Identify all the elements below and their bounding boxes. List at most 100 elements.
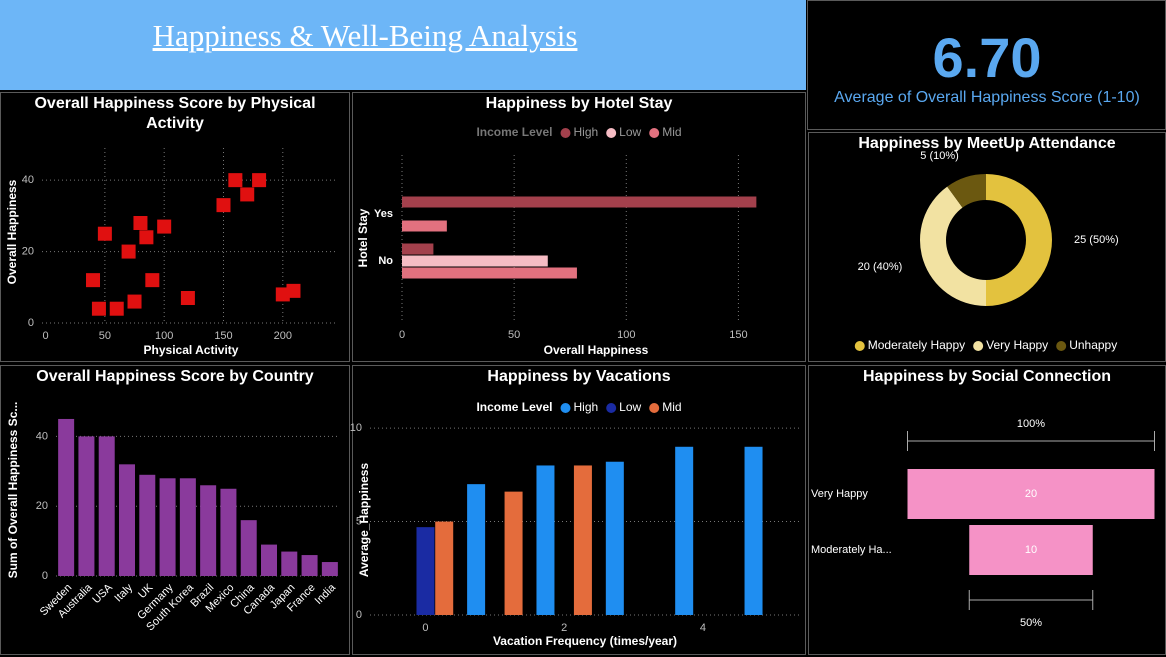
data-label: 5 (10%) bbox=[920, 150, 959, 162]
funnel-bottom-label: 50% bbox=[1020, 617, 1042, 629]
category-label: Moderately Ha... bbox=[811, 544, 892, 556]
legend-label: Low bbox=[619, 125, 641, 139]
legend-title: Income Level bbox=[476, 400, 552, 414]
donut-slice bbox=[947, 174, 986, 208]
scatter-point bbox=[145, 273, 160, 288]
scatter-point bbox=[180, 291, 195, 305]
scatter-point bbox=[240, 187, 255, 202]
y-tick-label: 40 bbox=[22, 174, 34, 186]
x-tick-label: 50 bbox=[508, 329, 520, 341]
x-tick-label: 0 bbox=[42, 330, 48, 342]
x-axis-title: Vacation Frequency (times/year) bbox=[493, 634, 677, 648]
data-label: 25 (50%) bbox=[1074, 234, 1119, 246]
legend-swatch bbox=[973, 341, 984, 351]
panel-title: Happiness by Hotel Stay bbox=[485, 95, 673, 112]
panel-title: Happiness by MeetUp Attendance bbox=[858, 135, 1116, 152]
bar bbox=[179, 478, 196, 576]
scatter-point bbox=[286, 283, 301, 298]
x-tick-label: 0 bbox=[399, 329, 405, 341]
bar bbox=[321, 562, 338, 576]
data-label: 20 (40%) bbox=[858, 261, 903, 273]
scatter-point bbox=[228, 173, 243, 188]
y-tick-label: 0 bbox=[42, 570, 48, 582]
x-tick-label: 150 bbox=[214, 330, 232, 342]
bar bbox=[139, 474, 156, 576]
panel-title: Happiness by Vacations bbox=[487, 368, 671, 385]
bar bbox=[435, 521, 454, 615]
category-label: Very Happy bbox=[811, 488, 868, 500]
header-banner bbox=[0, 0, 806, 90]
x-tick-label: 4 bbox=[700, 622, 706, 634]
scatter-point bbox=[133, 216, 148, 230]
panel-title: Happiness by Social Connection bbox=[862, 368, 1112, 385]
scatter-point bbox=[86, 273, 101, 288]
bar bbox=[119, 464, 135, 576]
x-tick-label: 100 bbox=[617, 329, 635, 341]
x-tick-label: 0 bbox=[422, 622, 428, 634]
kpi-label: Average of Overall Happiness Score (1-10… bbox=[834, 89, 1140, 106]
y-tick-label: 20 bbox=[22, 245, 34, 257]
y-axis-title: Overall Happiness bbox=[5, 179, 19, 284]
scatter-point bbox=[139, 230, 154, 245]
x-tick-label: 2 bbox=[561, 622, 567, 634]
legend-label: Mid bbox=[662, 400, 681, 414]
y-axis-title: Sum of Overall Happiness Sc... bbox=[6, 402, 20, 579]
bar bbox=[301, 555, 318, 576]
legend-swatch bbox=[649, 128, 660, 138]
legend-label: High bbox=[573, 125, 598, 139]
scatter-point bbox=[157, 219, 172, 234]
y-tick-label: 0 bbox=[356, 609, 362, 621]
bar bbox=[402, 220, 447, 232]
bar bbox=[467, 484, 486, 615]
legend-swatch bbox=[560, 403, 571, 413]
bar bbox=[220, 488, 237, 576]
legend-swatch bbox=[606, 128, 617, 138]
bar bbox=[402, 267, 577, 279]
bar bbox=[58, 418, 75, 576]
legend-label: Low bbox=[619, 400, 641, 414]
legend-swatch bbox=[854, 341, 865, 351]
legend-swatch bbox=[606, 403, 617, 413]
y-tick-label: 40 bbox=[36, 430, 48, 442]
category-label: No bbox=[378, 255, 393, 267]
bar bbox=[402, 255, 548, 267]
scatter-point bbox=[216, 198, 231, 213]
legend: Moderately Happy Very Happy Unhappy bbox=[854, 338, 1117, 352]
donut-slice bbox=[920, 186, 986, 306]
y-axis-title: Average_Happiness bbox=[357, 463, 371, 578]
y-tick-label: 5 bbox=[356, 515, 362, 527]
bar bbox=[159, 478, 176, 576]
bar bbox=[200, 485, 217, 576]
scatter-point bbox=[127, 294, 142, 309]
scatter-point bbox=[252, 173, 267, 188]
bar bbox=[240, 520, 257, 576]
scatter-point bbox=[91, 301, 106, 316]
kpi-value: 6.70 bbox=[932, 26, 1042, 89]
bar bbox=[536, 465, 555, 615]
funnel-bar bbox=[907, 469, 1155, 519]
legend-label: Moderately Happy bbox=[868, 338, 965, 352]
legend-swatch bbox=[649, 403, 660, 413]
bar bbox=[416, 527, 435, 615]
scatter-point bbox=[97, 226, 112, 241]
bar bbox=[261, 544, 277, 576]
bar bbox=[98, 436, 115, 576]
panel-title: Overall Happiness Score by Physical Acti… bbox=[34, 95, 316, 132]
bar bbox=[78, 436, 95, 576]
bar bbox=[573, 465, 592, 615]
panel-title: Overall Happiness Score by Country bbox=[36, 368, 314, 385]
x-tick-label: 100 bbox=[155, 330, 173, 342]
y-tick-label: 10 bbox=[350, 422, 362, 434]
legend-label: Mid bbox=[662, 125, 681, 139]
legend-label: High bbox=[573, 400, 598, 414]
legend-label: Unhappy bbox=[1069, 338, 1117, 352]
bar bbox=[402, 196, 757, 208]
funnel-top-label: 100% bbox=[1017, 418, 1045, 430]
dashboard-title: Happiness & Well-Being Analysis bbox=[152, 18, 578, 53]
funnel-bar bbox=[969, 525, 1093, 575]
legend-swatch bbox=[1056, 341, 1067, 351]
x-tick-label: 150 bbox=[729, 329, 747, 341]
legend-title: Income Level bbox=[476, 125, 552, 139]
category-label: Yes bbox=[374, 208, 393, 220]
